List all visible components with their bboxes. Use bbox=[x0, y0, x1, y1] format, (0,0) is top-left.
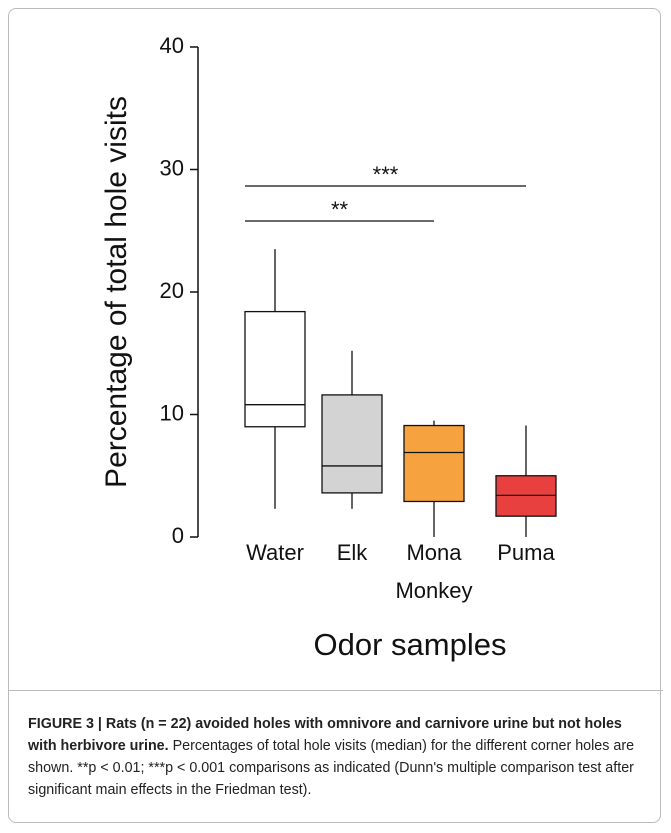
x-tick-label: Water bbox=[246, 540, 304, 565]
caption-title: FIGURE 3 | Rats (n = 22) avoided holes w… bbox=[28, 716, 622, 754]
significance-label: *** bbox=[373, 162, 399, 187]
y-tick-label: 40 bbox=[160, 33, 184, 58]
x-tick-label: Elk bbox=[337, 540, 369, 565]
frame bbox=[8, 8, 661, 823]
y-tick-label: 20 bbox=[160, 278, 184, 303]
box bbox=[403, 424, 465, 503]
box bbox=[244, 310, 306, 428]
separator bbox=[8, 690, 663, 691]
caption: FIGURE 3 | Rats (n = 22) avoided holes w… bbox=[28, 713, 648, 801]
y-axis-label: Percentage of total hole visits bbox=[100, 96, 133, 488]
significance-label: ** bbox=[331, 197, 349, 222]
x-tick-label: Puma bbox=[497, 540, 555, 565]
x-tick-label: Mona Monkey bbox=[395, 540, 472, 603]
chart: Percentage of total hole visits Odor sam… bbox=[100, 33, 557, 662]
y-tick-label: 30 bbox=[160, 155, 184, 180]
box bbox=[321, 394, 383, 494]
caption-text: Percentages of total hole visits (median… bbox=[28, 738, 635, 798]
y-tick-label: 10 bbox=[160, 400, 184, 425]
x-axis-label: Odor samples bbox=[314, 627, 507, 662]
y-tick-label: 0 bbox=[172, 523, 184, 548]
